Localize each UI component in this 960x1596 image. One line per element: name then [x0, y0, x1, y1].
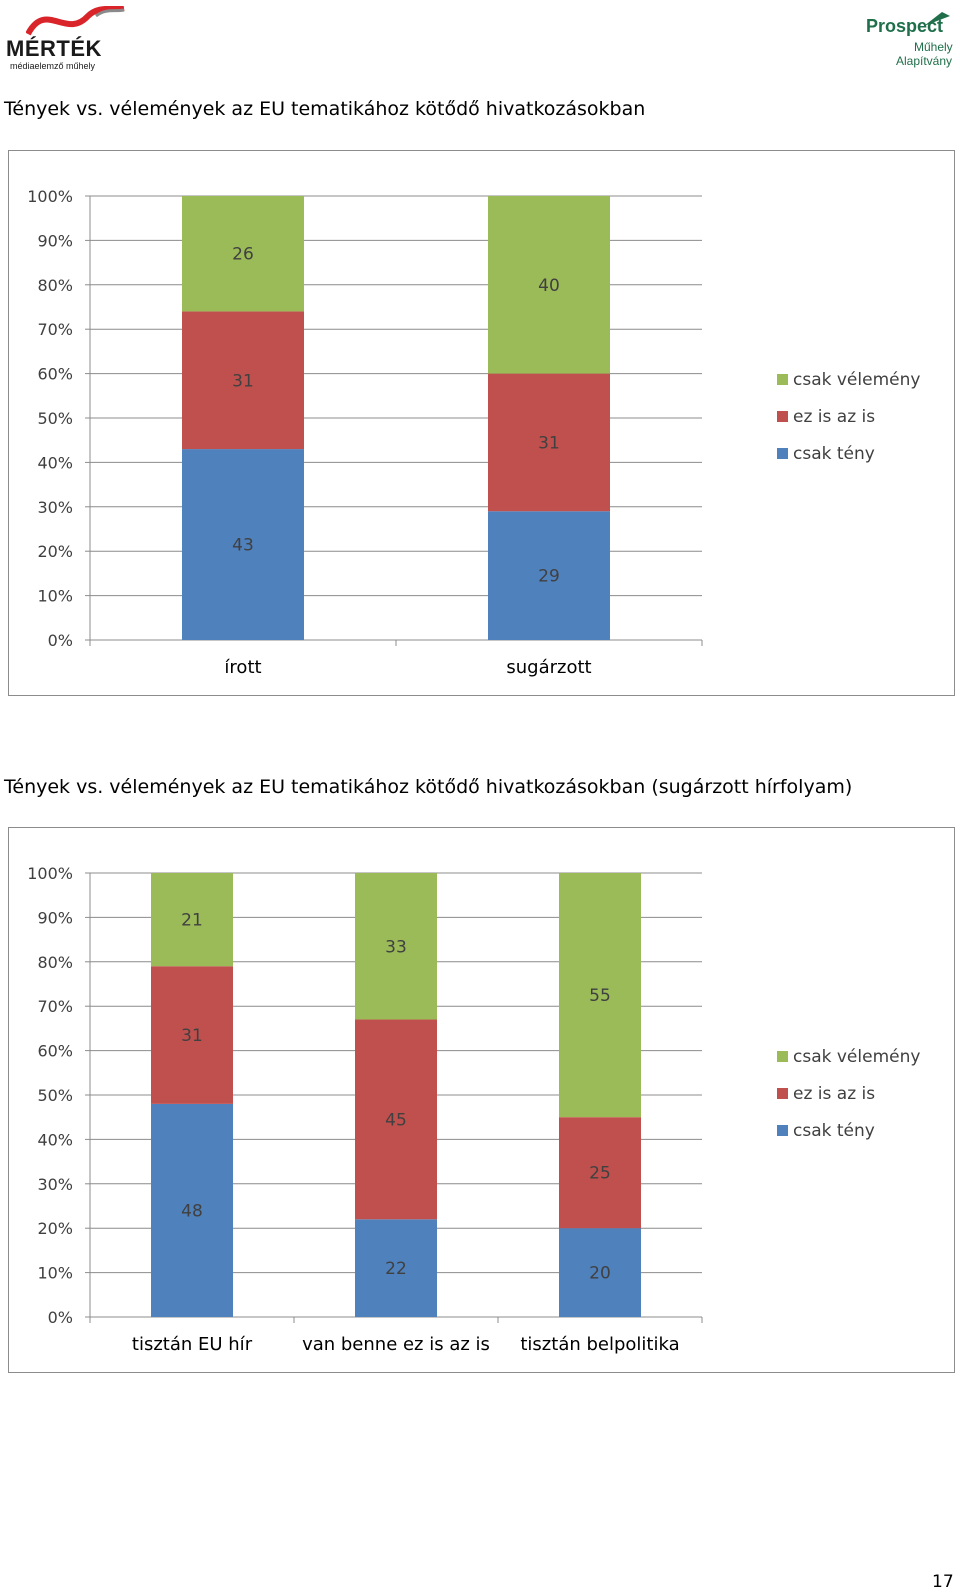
chart2-data-label: 55: [589, 986, 611, 1006]
chart2-y-tick-label: 40%: [37, 1130, 73, 1149]
chart2-y-tick-label: 90%: [37, 908, 73, 927]
chart1-data-label: 43: [232, 536, 254, 556]
chart2-y-tick-label: 20%: [37, 1219, 73, 1238]
chart2-category-label: tisztán belpolitika: [520, 1334, 679, 1355]
chart2-data-label: 22: [385, 1259, 407, 1279]
chart2-category-label: van benne ez is az is: [302, 1334, 490, 1355]
chart1-data-label: 40: [538, 276, 560, 296]
chart1-y-tick-label: 50%: [37, 409, 73, 428]
chart2-data-label: 33: [385, 937, 407, 957]
chart2-data-label: 25: [589, 1164, 611, 1184]
chart2-y-tick-label: 0%: [48, 1308, 73, 1327]
chart2-y-tick-label: 100%: [27, 864, 73, 883]
chart1-legend-swatch-csak-teny: [777, 448, 788, 459]
chart1-y-tick-label: 80%: [37, 276, 73, 295]
mertek-logo-tagline: médiaelemző műhely: [10, 61, 96, 71]
chart1-bar-csak-teny-irott: [182, 449, 304, 640]
chart2-y-tick-label: 70%: [37, 997, 73, 1016]
chart1-y-tick-label: 60%: [37, 365, 73, 384]
chart1-data-label: 26: [232, 245, 254, 265]
chart2-legend-label: csak tény: [793, 1121, 875, 1141]
chart2-y-tick-label: 10%: [37, 1264, 73, 1283]
chart1-data-label: 31: [538, 433, 560, 453]
chart1-legend-label: csak tény: [793, 444, 875, 464]
chart1-category-label: írott: [224, 657, 261, 678]
chart1-bar-csak-velemeny-irott: [182, 196, 304, 312]
chart2-bar-ez-is-az-is-van-benne-ez-is-az-is: [355, 1019, 437, 1220]
chart1-bar-csak-teny-sugarzott: [488, 511, 610, 640]
mertek-logo-text: MÉRTÉK: [6, 36, 102, 61]
chart1-y-tick-label: 30%: [37, 498, 73, 517]
chart1-legend-swatch-ez-is-az-is: [777, 411, 788, 422]
chart2-data-label: 45: [385, 1110, 407, 1130]
chart1-y-tick-label: 10%: [37, 587, 73, 606]
page-number: 17: [932, 1572, 954, 1592]
chart1-y-tick-label: 40%: [37, 453, 73, 472]
chart1-svg: 0% 10% 20% 30% 40% 50% 60% 70% 80% 90% 100% 43 31 26 í…: [27, 187, 920, 678]
chart2-bar-ez-is-az-is-tisztan-belpolitika: [559, 1117, 641, 1229]
chart2-y-tick-label: 80%: [37, 953, 73, 972]
chart2-frame: 0% 10% 20% 30% 40% 50% 60% 70% 80% 90% 100% 48 31 21 t…: [8, 827, 955, 1373]
chart1-frame: 0% 10% 20% 30% 40% 50% 60% 70% 80% 90% 100% 43 31 26 í…: [8, 150, 955, 696]
chart1-y-tick-label: 70%: [37, 320, 73, 339]
chart1-bar-ez-is-az-is-irott: [182, 311, 304, 450]
chart2-bar-csak-teny-tisztan-belpolitika: [559, 1228, 641, 1317]
chart2-bar-csak-velemeny-tisztan-belpolitika: [559, 873, 641, 1118]
chart2-legend-swatch-csak-velemeny: [777, 1051, 788, 1062]
chart2-title: Tények vs. vélemények az EU tematikához …: [4, 776, 853, 798]
chart2-data-label: 21: [181, 911, 203, 931]
chart1-title: Tények vs. vélemények az EU tematikához …: [4, 98, 646, 120]
chart1-legend-label: csak vélemény: [793, 370, 920, 390]
prospect-logo-text: Prospect: [866, 16, 944, 36]
chart1-category-label: sugárzott: [506, 657, 591, 678]
chart2-svg: 0% 10% 20% 30% 40% 50% 60% 70% 80% 90% 100% 48 31 21 t…: [27, 864, 920, 1355]
leaf-icon: [924, 12, 950, 26]
chart2-y-tick-label: 50%: [37, 1086, 73, 1105]
prospect-logo: Prospect Műhely Alapítvány: [862, 10, 958, 70]
chart1-y-tick-label: 0%: [48, 631, 73, 650]
chart1-y-tick-label: 20%: [37, 542, 73, 561]
chart1-data-label: 29: [538, 567, 560, 587]
mertek-logo: MÉRTÉK médiaelemző műhely: [6, 6, 130, 71]
chart2-bar-csak-velemeny-tisztan-eu-hir: [151, 873, 233, 967]
chart2-bar-csak-teny-van-benne-ez-is-az-is: [355, 1219, 437, 1317]
prospect-logo-line2: Műhely: [914, 40, 953, 54]
chart2-legend-label: ez is az is: [793, 1084, 875, 1104]
chart1-legend-label: ez is az is: [793, 407, 875, 427]
chart2-y-tick-label: 30%: [37, 1175, 73, 1194]
chart1-bar-csak-velemeny-sugarzott: [488, 196, 610, 374]
chart2-bar-csak-teny-tisztan-eu-hir: [151, 1103, 233, 1317]
prospect-logo-line3: Alapítvány: [896, 54, 953, 68]
chart1-y-tick-label: 90%: [37, 231, 73, 250]
chart2-y-tick-label: 60%: [37, 1042, 73, 1061]
chart2-legend-swatch-csak-teny: [777, 1125, 788, 1136]
chart1-bar-ez-is-az-is-sugarzott: [488, 373, 610, 512]
chart1-y-tick-label: 100%: [27, 187, 73, 206]
chart2-bar-csak-velemeny-van-benne-ez-is-az-is: [355, 873, 437, 1020]
chart2-category-label: tisztán EU hír: [132, 1334, 253, 1355]
chart1-legend-swatch-csak-velemeny: [777, 374, 788, 385]
chart2-data-label: 48: [181, 1201, 203, 1221]
chart2-bar-ez-is-az-is-tisztan-eu-hir: [151, 966, 233, 1104]
chart2-legend-label: csak vélemény: [793, 1047, 920, 1067]
chart2-data-label: 31: [181, 1026, 203, 1046]
ribbon-icon: [26, 6, 125, 36]
chart2-data-label: 20: [589, 1264, 611, 1284]
chart1-data-label: 31: [232, 371, 254, 391]
chart2-legend-swatch-ez-is-az-is: [777, 1088, 788, 1099]
